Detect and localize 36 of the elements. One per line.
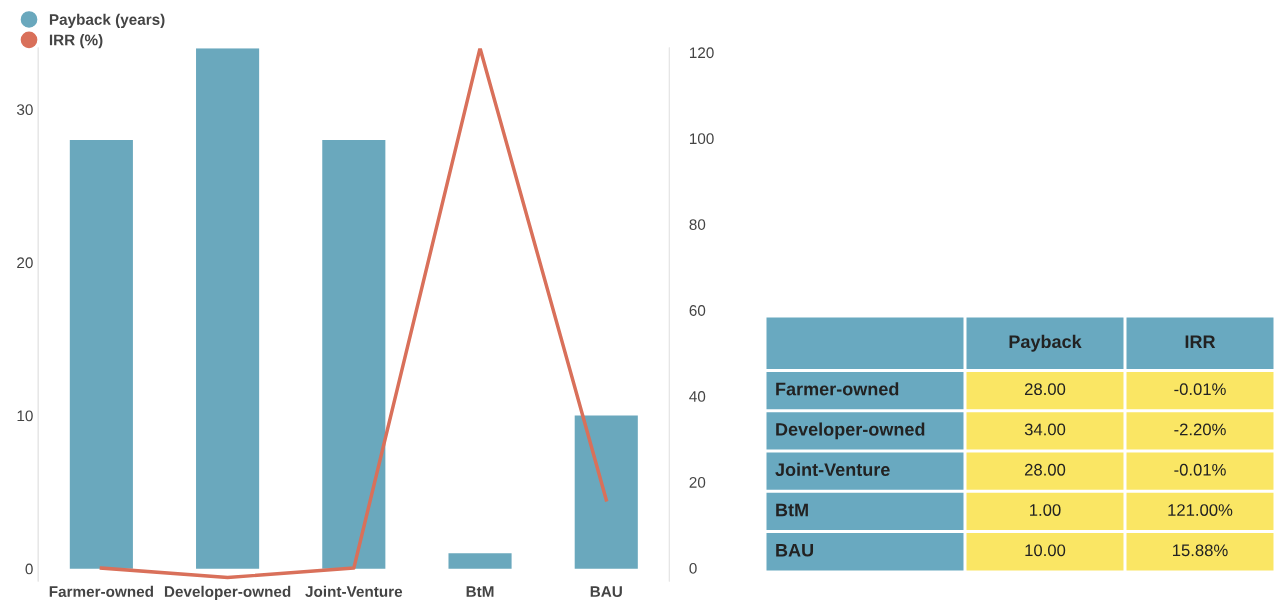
text: -0.01%: [1174, 383, 1226, 396]
legend-label: Payback (years): [49, 13, 165, 28]
category-label: Developer-owned: [776, 422, 925, 440]
y2-tick-label: 40: [689, 391, 706, 402]
y2-tick-label: 20: [689, 476, 706, 488]
category-label: BtM: [776, 503, 808, 517]
x-tick-label: BtM: [466, 586, 494, 597]
x-tick-label: Farmer-owned: [49, 585, 153, 598]
legend-label: IRR (%): [49, 34, 103, 49]
y-tick-label: 30: [16, 104, 33, 116]
text: IRR: [1185, 335, 1216, 348]
text: Payback: [1009, 334, 1082, 352]
text: -0.01%: [1174, 463, 1226, 476]
y-tick-label: 10: [17, 410, 33, 422]
y2-tick-label: 60: [689, 305, 706, 316]
text: 34.00: [1024, 423, 1066, 436]
y-tick-label: 0: [25, 563, 33, 575]
y2-tick-label: 80: [689, 219, 706, 230]
y-tick-label: 20: [17, 257, 33, 269]
x-tick-label: Joint-Venture: [305, 585, 403, 598]
text: 28.00: [1024, 463, 1066, 476]
text: 121.00%: [1168, 504, 1233, 516]
text: 1.00: [1030, 504, 1061, 516]
x-tick-label: Developer-owned: [164, 585, 291, 601]
text: 15.88%: [1173, 544, 1228, 557]
text: 10.00: [1025, 544, 1066, 557]
x-tick-label: BAU: [590, 586, 622, 598]
category-label: Farmer-owned: [776, 382, 899, 396]
y2-tick-label: 100: [689, 133, 714, 145]
category-label: BAU: [776, 544, 814, 557]
text: -2.20%: [1174, 423, 1226, 436]
line-series: [99, 48, 608, 580]
y2-tick-label: 120: [689, 47, 714, 59]
y2-tick-label: 0: [689, 562, 697, 574]
category-label: Joint-Venture: [775, 462, 890, 477]
text: 28.00: [1024, 383, 1066, 396]
